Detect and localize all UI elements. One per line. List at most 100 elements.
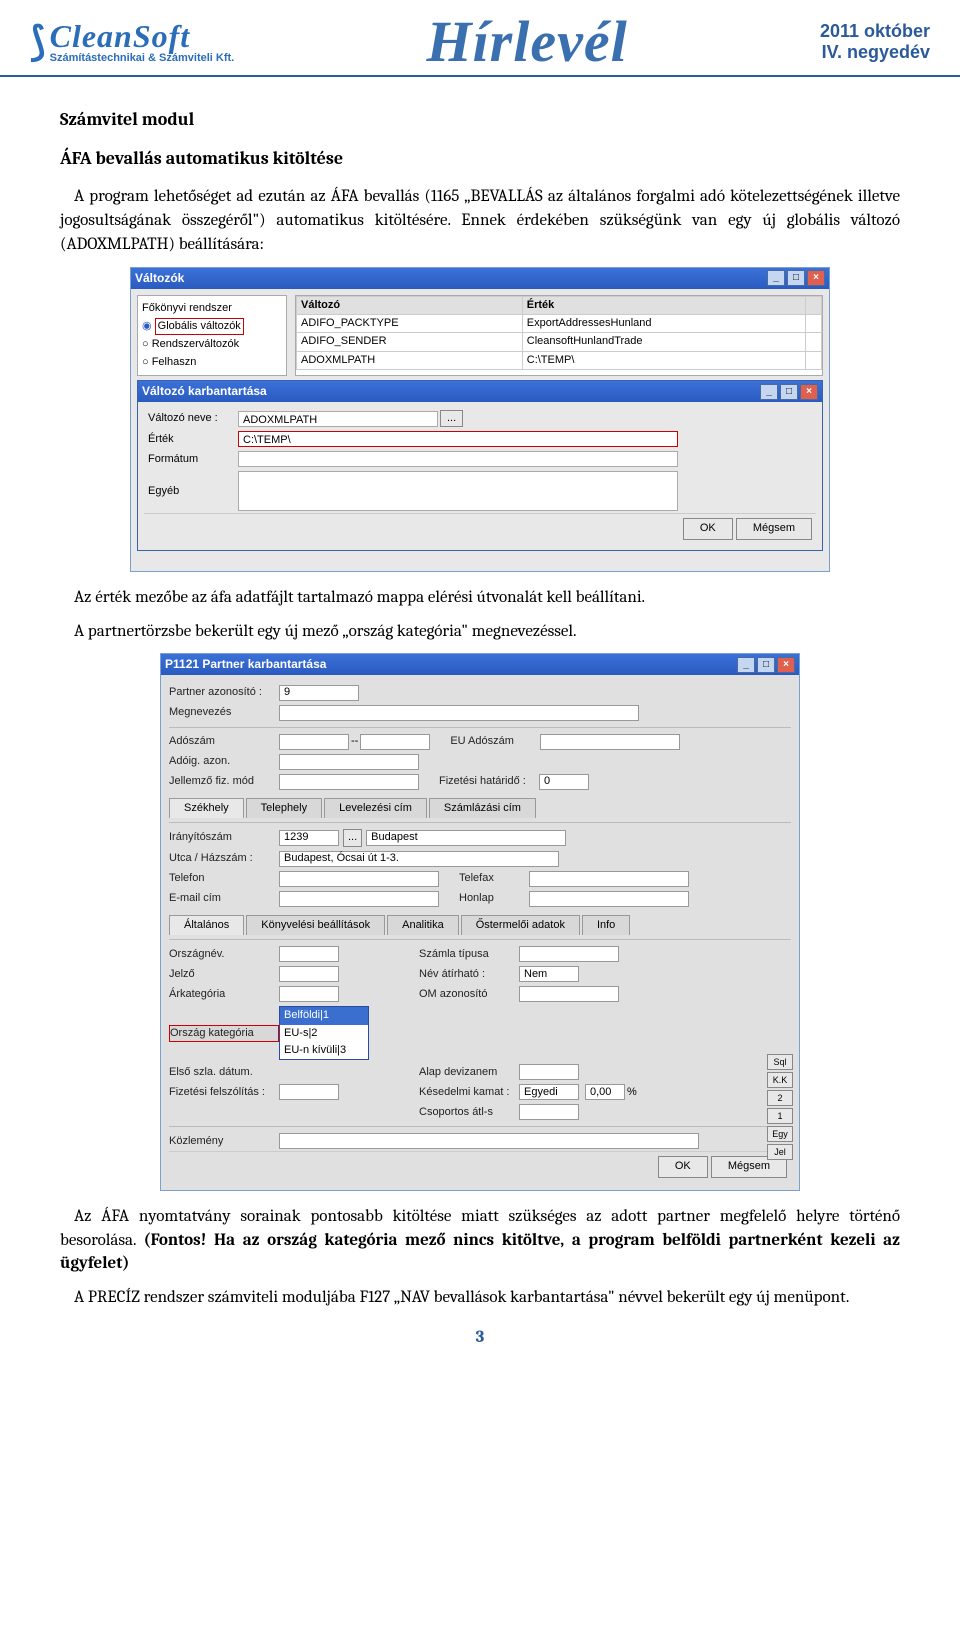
side-btn-kk[interactable]: K.K: [767, 1072, 793, 1088]
tree-item-system[interactable]: Rendszerváltozók: [142, 336, 282, 353]
tab-mail[interactable]: Levelezési cím: [324, 798, 427, 818]
tab-accounting[interactable]: Könyvelési beállítások: [246, 915, 385, 935]
label-invtype: Számla típusa: [419, 947, 519, 962]
tab-hq[interactable]: Székhely: [169, 798, 244, 818]
label-flag: Jelző: [169, 967, 279, 982]
input-phone[interactable]: [279, 871, 439, 887]
input-surcharge[interactable]: [279, 1084, 339, 1100]
dropdown-option[interactable]: Belföldi|1: [280, 1007, 368, 1024]
table-row: ADIFO_SENDER CleansoftHunlandTrade: [297, 333, 822, 351]
para-2: Az érték mezőbe az áfa adatfájlt tartalm…: [60, 586, 900, 610]
tab-info[interactable]: Info: [582, 915, 630, 935]
input-partner-id[interactable]: 9: [279, 685, 359, 701]
select-latefee[interactable]: Egyedi: [519, 1084, 579, 1100]
label-rename: Név átírható :: [419, 967, 519, 982]
tabs-address: Székhely Telephely Levelezési cím Számlá…: [169, 798, 791, 818]
input-note[interactable]: [279, 1133, 699, 1149]
lookup-button[interactable]: ...: [343, 829, 362, 846]
label-var-name: Változó neve :: [148, 411, 238, 426]
label-grouptr: Csoportos átl-s: [419, 1105, 519, 1120]
tab-producer[interactable]: Őstermelői adatok: [461, 915, 580, 935]
input-grouptr[interactable]: [519, 1104, 579, 1120]
logo-icon: ⟆: [30, 19, 46, 65]
titlebar-partner: P1121 Partner karbantartása _ □ ×: [161, 654, 799, 675]
label-taxauth: Adóig. azon.: [169, 754, 279, 769]
close-icon[interactable]: ×: [807, 270, 825, 286]
cancel-button[interactable]: Mégsem: [736, 518, 812, 539]
input-address[interactable]: Budapest, Ócsai út 1-3.: [279, 851, 559, 867]
input-tax[interactable]: [279, 734, 349, 750]
side-btn-jel[interactable]: Jel: [767, 1144, 793, 1160]
side-btn-2[interactable]: 2: [767, 1090, 793, 1106]
input-omid[interactable]: [519, 986, 619, 1002]
input-web[interactable]: [529, 891, 689, 907]
input-eutax[interactable]: [540, 734, 680, 750]
input-invtype[interactable]: [519, 946, 619, 962]
section-title: Számvitel modul: [60, 107, 900, 132]
input-partner-name[interactable]: [279, 705, 639, 721]
minimize-icon[interactable]: _: [760, 384, 778, 400]
logo-main: CleanSoft: [50, 20, 235, 52]
input-flag[interactable]: [279, 966, 339, 982]
close-icon[interactable]: ×: [800, 384, 818, 400]
tab-site[interactable]: Telephely: [246, 798, 322, 818]
input-basecur[interactable]: [519, 1064, 579, 1080]
close-icon[interactable]: ×: [777, 657, 795, 673]
logo-block: ⟆ CleanSoft Számítástechnikai & Számvite…: [30, 19, 234, 65]
date-line1: 2011 október: [820, 21, 930, 42]
input-country[interactable]: [279, 946, 339, 962]
tab-analytics[interactable]: Analitika: [387, 915, 459, 935]
input-paydue[interactable]: 0: [539, 774, 589, 790]
label-web: Honlap: [459, 891, 529, 906]
label-var-value: Érték: [148, 432, 238, 447]
input-var-format[interactable]: [238, 451, 678, 467]
dropdown-option[interactable]: EU-s|2: [280, 1025, 368, 1042]
tree-item-global: Globális változók: [142, 317, 282, 336]
label-basecur: Alap devizanem: [419, 1065, 519, 1080]
titlebar-variable-edit: Változó karbantartása _ □ ×: [138, 381, 822, 402]
window-controls: _ □ ×: [767, 270, 825, 286]
input-email[interactable]: [279, 891, 439, 907]
label-eutax: EU Adószám: [450, 734, 540, 749]
label-percent: %: [627, 1085, 637, 1100]
logo-sub: Számítástechnikai & Számviteli Kft.: [50, 52, 235, 64]
input-paymode[interactable]: [279, 774, 419, 790]
tab-billing[interactable]: Számlázási cím: [429, 798, 536, 818]
side-btn-sql[interactable]: Sql: [767, 1054, 793, 1070]
side-btn-egy[interactable]: Egy: [767, 1126, 793, 1142]
label-omid: OM azonosító: [419, 987, 519, 1002]
ok-button[interactable]: OK: [658, 1156, 708, 1177]
titlebar-text: Változó karbantartása: [142, 383, 267, 400]
input-city[interactable]: Budapest: [366, 830, 566, 846]
lookup-button[interactable]: ...: [440, 410, 463, 427]
input-var-name[interactable]: ADOXMLPATH: [238, 411, 438, 427]
maximize-icon[interactable]: □: [787, 270, 805, 286]
tree-item-user[interactable]: Felhaszn: [142, 354, 282, 371]
tree-root[interactable]: Főkönyvi rendszer: [142, 300, 282, 317]
minimize-icon[interactable]: _: [737, 657, 755, 673]
input-pricecat[interactable]: [279, 986, 339, 1002]
maximize-icon[interactable]: □: [780, 384, 798, 400]
titlebar-text: P1121 Partner karbantartása: [165, 656, 326, 673]
input-var-misc[interactable]: [238, 471, 678, 511]
select-rename[interactable]: Nem: [519, 966, 579, 982]
label-fax: Telefax: [459, 871, 529, 886]
label-tax: Adószám: [169, 734, 279, 749]
dropdown-option[interactable]: EU-n kívüli|3: [280, 1042, 368, 1059]
input-var-value[interactable]: C:\TEMP\: [238, 431, 678, 447]
date-block: 2011 október IV. negyedév: [820, 21, 930, 63]
label-partner-id: Partner azonosító :: [169, 685, 279, 700]
para-3: A partnertörzsbe bekerült egy új mező „o…: [60, 620, 900, 644]
label-var-format: Formátum: [148, 452, 238, 467]
maximize-icon[interactable]: □: [757, 657, 775, 673]
ok-button[interactable]: OK: [683, 518, 733, 539]
minimize-icon[interactable]: _: [767, 270, 785, 286]
tab-general[interactable]: Általános: [169, 915, 244, 935]
input-zip[interactable]: 1239: [279, 830, 339, 846]
side-buttons: Sql K.K 2 1 Egy Jel: [767, 1054, 793, 1160]
input-latefee-pct[interactable]: 0,00: [585, 1084, 625, 1100]
input-fax[interactable]: [529, 871, 689, 887]
side-btn-1[interactable]: 1: [767, 1108, 793, 1124]
dropdown-country-category[interactable]: Belföldi|1 EU-s|2 EU-n kívüli|3: [279, 1006, 369, 1060]
input-taxauth[interactable]: [279, 754, 419, 770]
